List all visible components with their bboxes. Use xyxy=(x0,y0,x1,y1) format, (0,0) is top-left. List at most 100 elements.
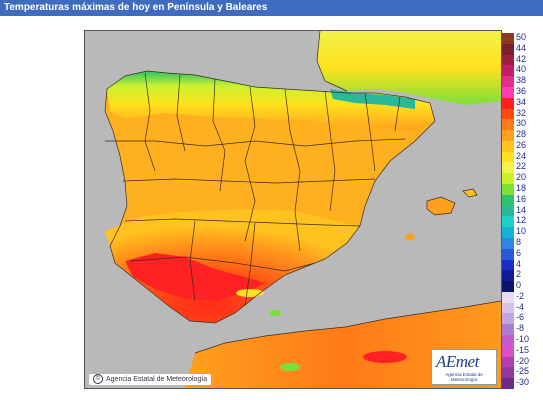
legend-item: -2 xyxy=(502,290,542,303)
legend-item: -10 xyxy=(502,334,542,346)
aemet-logo: AEmet Agencia Estatal de Meteorología xyxy=(431,349,497,385)
legend-label: 4 xyxy=(516,258,522,269)
africa-hotspot xyxy=(363,351,407,363)
legend-label: 32 xyxy=(516,107,527,118)
map-canvas xyxy=(85,31,501,388)
legend-item: 0 xyxy=(502,280,542,292)
legend-swatch xyxy=(502,345,514,357)
legend-label: 36 xyxy=(516,85,527,96)
ibiza xyxy=(405,233,415,241)
legend-label: 10 xyxy=(516,226,527,237)
legend-swatch xyxy=(502,205,514,217)
legend-swatch xyxy=(502,270,514,282)
coastline-lines xyxy=(194,31,501,354)
legend-item: 16 xyxy=(502,193,542,206)
legend-swatch xyxy=(502,33,514,44)
legend-item: -8 xyxy=(502,323,542,336)
legend-label: 6 xyxy=(516,247,522,258)
legend-item: -4 xyxy=(502,301,542,314)
legend-item: 24 xyxy=(502,150,542,163)
legend-swatch xyxy=(502,356,514,368)
legend-label: 30 xyxy=(516,118,527,129)
legend-swatch xyxy=(502,65,514,77)
map-title: Temperaturas máximas de hoy en Península… xyxy=(0,0,543,16)
legend-swatch xyxy=(502,130,514,141)
copyright-icon: © xyxy=(93,374,103,385)
legend-label: -2 xyxy=(516,290,525,301)
legend-label: -6 xyxy=(516,312,525,323)
rif-mountains xyxy=(280,363,300,371)
legend-swatch xyxy=(502,119,514,131)
legend-label: -4 xyxy=(516,301,525,312)
legend-label: -30 xyxy=(516,377,530,388)
legend-swatch xyxy=(502,108,514,120)
legend-item: 40 xyxy=(502,64,542,77)
legend-swatch xyxy=(502,151,514,163)
legend-label: 2 xyxy=(516,269,522,280)
legend-label: 16 xyxy=(516,193,527,204)
legend-label: 50 xyxy=(516,32,527,42)
mountain-spot xyxy=(269,310,281,316)
legend-item: 32 xyxy=(502,107,542,120)
legend-swatch xyxy=(502,259,514,271)
province-borders xyxy=(104,70,436,324)
legend-swatch xyxy=(502,86,514,98)
legend-item: 2 xyxy=(502,269,542,282)
legend-label: 20 xyxy=(516,172,527,183)
legend-label: -25 xyxy=(516,366,530,377)
legend-swatch xyxy=(502,302,514,314)
legend-swatch xyxy=(502,97,514,109)
legend-swatch xyxy=(502,291,514,303)
legend-label: -10 xyxy=(516,334,530,345)
north-africa xyxy=(185,301,501,388)
legend-label: -20 xyxy=(516,355,530,366)
credit-text: Agencia Estatal de Meteorología xyxy=(106,376,208,383)
legend-swatch xyxy=(502,184,514,195)
legend-item: 6 xyxy=(502,247,542,260)
legend-label: 26 xyxy=(516,139,527,150)
legend-swatch xyxy=(502,140,514,152)
legend-label: 24 xyxy=(516,150,527,161)
legend-label: 44 xyxy=(516,42,527,53)
legend-swatch xyxy=(502,378,514,389)
legend-item: -6 xyxy=(502,312,542,325)
legend-item: 12 xyxy=(502,215,542,228)
legend-item: 44 xyxy=(502,42,542,55)
agency-credit: © Agencia Estatal de Meteorología xyxy=(89,374,212,385)
legend-swatch xyxy=(502,335,514,346)
france-region xyxy=(317,31,501,105)
legend-label: 22 xyxy=(516,161,527,172)
northern-cool-zone xyxy=(107,71,435,131)
legend-swatch xyxy=(502,194,514,206)
legend-item: -20 xyxy=(502,355,542,368)
legend-swatch xyxy=(502,237,514,249)
legend-swatch xyxy=(502,313,514,325)
legend-swatch xyxy=(502,43,514,55)
legend-swatch xyxy=(502,227,514,238)
legend-label: 0 xyxy=(516,280,522,291)
legend-label: 38 xyxy=(516,75,527,86)
legend-label: 40 xyxy=(516,64,527,75)
legend-swatch xyxy=(502,248,514,260)
legend-item: 18 xyxy=(502,183,542,195)
legend-item: 38 xyxy=(502,75,542,87)
legend-label: 12 xyxy=(516,215,527,226)
legend-swatch xyxy=(502,162,514,174)
pyrenees xyxy=(330,89,415,109)
southern-hot-zone xyxy=(105,209,360,323)
guadalquivir-hotspot xyxy=(125,253,265,301)
mallorca xyxy=(427,197,455,215)
legend-swatch xyxy=(502,216,514,228)
legend-item: 28 xyxy=(502,129,542,141)
legend-item: 26 xyxy=(502,139,542,152)
legend-item: 4 xyxy=(502,258,542,271)
legend-swatch xyxy=(502,76,514,87)
legend-label: 28 xyxy=(516,129,527,140)
legend-swatch xyxy=(502,173,514,185)
legend-item: 36 xyxy=(502,85,542,98)
temperature-legend: 50 44 42 40 38 36 34 32 30 28 26 24 22 20 18 16 14 12 10 8 6… xyxy=(502,32,542,389)
legend-swatch xyxy=(502,324,514,336)
legend-swatch xyxy=(502,281,514,292)
legend-label: 42 xyxy=(516,53,527,64)
legend-swatch xyxy=(502,54,514,66)
